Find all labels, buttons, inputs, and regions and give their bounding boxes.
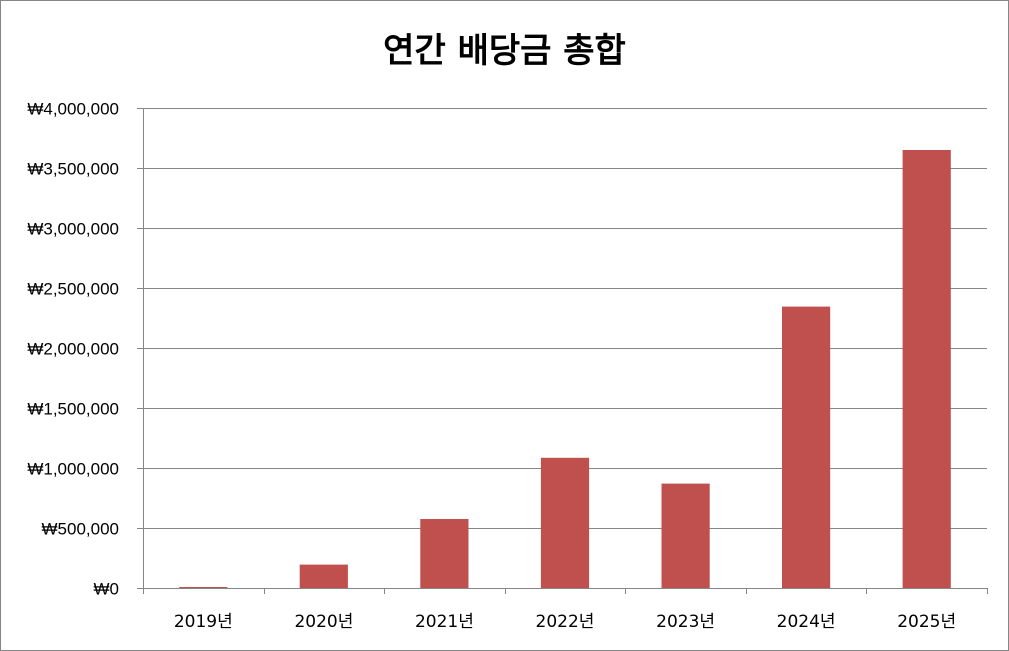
x-tick-label: 2020년 <box>294 612 353 632</box>
bars <box>179 150 951 588</box>
y-tick-label: ₩1,000,000 <box>27 460 119 479</box>
y-tick-label: ₩2,000,000 <box>27 340 119 359</box>
y-tick-label: ₩3,000,000 <box>27 220 119 239</box>
bar-2025년 <box>902 150 951 588</box>
y-tick-labels: ₩0 ₩500,000 ₩1,000,000 ₩1,500,000 ₩2,000,000… <box>27 100 119 599</box>
x-tick-label: 2021년 <box>415 612 474 632</box>
y-tick-label: ₩500,000 <box>42 520 120 539</box>
y-tick-label: ₩4,000,000 <box>27 100 119 119</box>
y-tick-label: ₩3,500,000 <box>27 160 119 179</box>
bar-2022년 <box>540 457 590 588</box>
x-tick-label: 2025년 <box>897 612 956 632</box>
bar-2019년 <box>179 587 228 588</box>
bar-2021년 <box>420 519 469 588</box>
bar-2023년 <box>661 483 710 588</box>
bar-2020년 <box>299 564 348 588</box>
y-tick-label: ₩1,500,000 <box>27 400 119 419</box>
x-tick-label: 2019년 <box>174 612 233 632</box>
x-tick-label: 2024년 <box>777 612 836 632</box>
axes <box>137 108 988 594</box>
bar-2024년 <box>782 306 831 588</box>
chart-title: 연간 배당금 총합 <box>383 31 626 71</box>
x-tick-labels: 2019년 2020년 2021년 2022년 2023년 2024년 2025년 <box>174 612 956 632</box>
x-tick-label: 2023년 <box>656 612 715 632</box>
y-tick-label: ₩2,500,000 <box>27 280 119 299</box>
x-tick-label: 2022년 <box>536 612 595 632</box>
y-tick-label: ₩0 <box>94 580 120 599</box>
